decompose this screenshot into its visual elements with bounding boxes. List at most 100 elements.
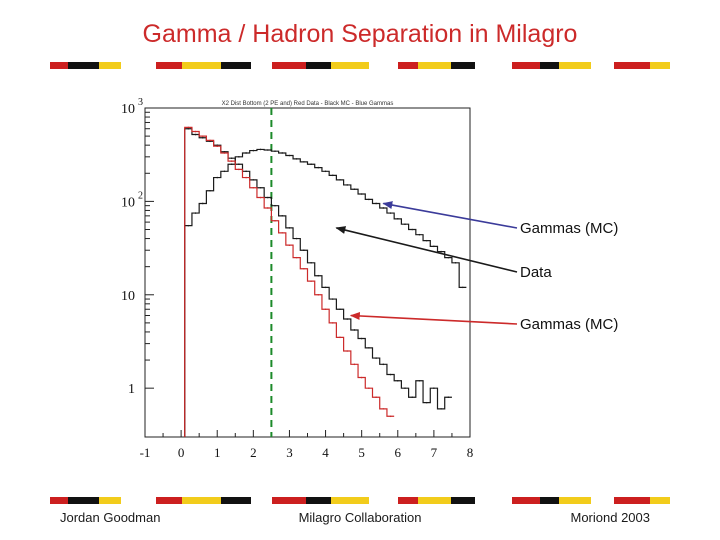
series-2-point [360,376,363,379]
series-1-point [223,150,226,153]
series-1-point [382,363,385,366]
band-segment [306,497,331,504]
x-tick-label: 7 [431,445,438,460]
y-tick-label: 10 [121,102,135,117]
band-segment [221,62,251,69]
series-0-point [368,198,370,201]
band-segment [50,62,68,69]
band-segment [540,62,559,69]
band-segment [614,497,650,504]
series-0-point [382,207,385,209]
series-1-point [245,170,247,173]
series-1-point [288,227,291,229]
band-segment [512,497,540,504]
series-0-point [303,161,305,163]
series-0-point [353,188,356,191]
x-tick-label: 5 [358,445,365,460]
series-2-point [194,130,197,133]
band-segment [650,497,670,504]
series-0-point [288,154,291,157]
band-segment [99,62,121,69]
series-0-point [339,179,341,181]
band-segment [99,497,121,504]
series-0-point [411,228,414,231]
series-1-point [266,196,269,199]
series-1-point [230,157,233,160]
series-0-point [281,152,284,154]
x-tick-label: 8 [467,445,474,460]
band-segment [540,497,559,504]
series-2-point [353,363,356,366]
series-1-point [375,357,377,359]
band-segment [398,497,418,504]
band-segment [156,62,182,69]
series-1-point [238,163,240,166]
series-0-point [447,256,450,259]
x-tick-label: -1 [140,445,151,460]
series-0-point [440,250,442,253]
band-segment [331,62,369,69]
series-1-point [404,387,406,389]
series-0-point [346,184,349,186]
annotation-label: Data [520,264,552,281]
series-0-point [454,262,457,264]
series-2-point [331,322,334,324]
series-2-point [209,139,211,142]
series-1-point [252,179,255,181]
band-segment [451,62,475,69]
footer-center: Milagro Collaboration [298,510,422,525]
series-2-point [295,256,298,259]
series-2-point [201,135,204,137]
series-2-point [317,293,320,296]
series-1-point [194,133,197,136]
series-1-point [317,274,320,277]
band-segment [418,62,451,69]
series-0-point [461,286,464,289]
annotation-arrow [335,226,518,273]
series-2-point [245,176,247,179]
band-segment [272,497,306,504]
y-tick-label: 10 [121,289,135,304]
series-0-point [259,148,262,151]
band-segment [50,497,68,504]
x-tick-label: 3 [286,445,293,460]
series-0-point [418,233,421,236]
band-segment [272,62,306,69]
series-0-point [238,156,240,158]
series-2-line [184,126,395,437]
bottom-decorative-band [50,497,670,504]
x-tick-label: 4 [322,445,329,460]
series-2-point [324,308,327,311]
series-2-point [238,168,240,171]
band-segment [650,62,670,69]
chart-inner-title: X2 Dist Bottom (2 PE and) Red Data - Bla… [222,101,394,107]
series-2-point [346,350,349,352]
annotation-label: Gammas (MC) [520,316,618,333]
series-1-point [187,127,190,130]
series-1-point [396,379,399,382]
series-0-point [194,212,197,214]
top-decorative-band [50,62,670,69]
series-1-point [339,308,341,311]
x-tick-label: 0 [178,445,185,460]
series-0-point [404,223,406,225]
series-2-point [187,126,190,129]
band-segment [182,497,221,504]
band-segment [398,62,418,69]
series-1-point [425,401,428,404]
series-0-point [310,163,312,166]
series-0-point [360,193,363,195]
series-0-point [187,224,190,227]
y-tick-label: 10 [121,195,135,210]
series-1-point [303,249,305,252]
series-2-point [230,160,233,162]
series-1-point [295,237,298,240]
slide-title: Gamma / Hadron Separation in Milagro [142,20,578,48]
series-0-point [201,202,204,205]
series-0-point [433,245,435,248]
series-0-point [230,163,233,166]
series-0-point [375,202,377,205]
y-tick-exponent: 2 [138,190,143,201]
series-0-point [216,176,219,179]
